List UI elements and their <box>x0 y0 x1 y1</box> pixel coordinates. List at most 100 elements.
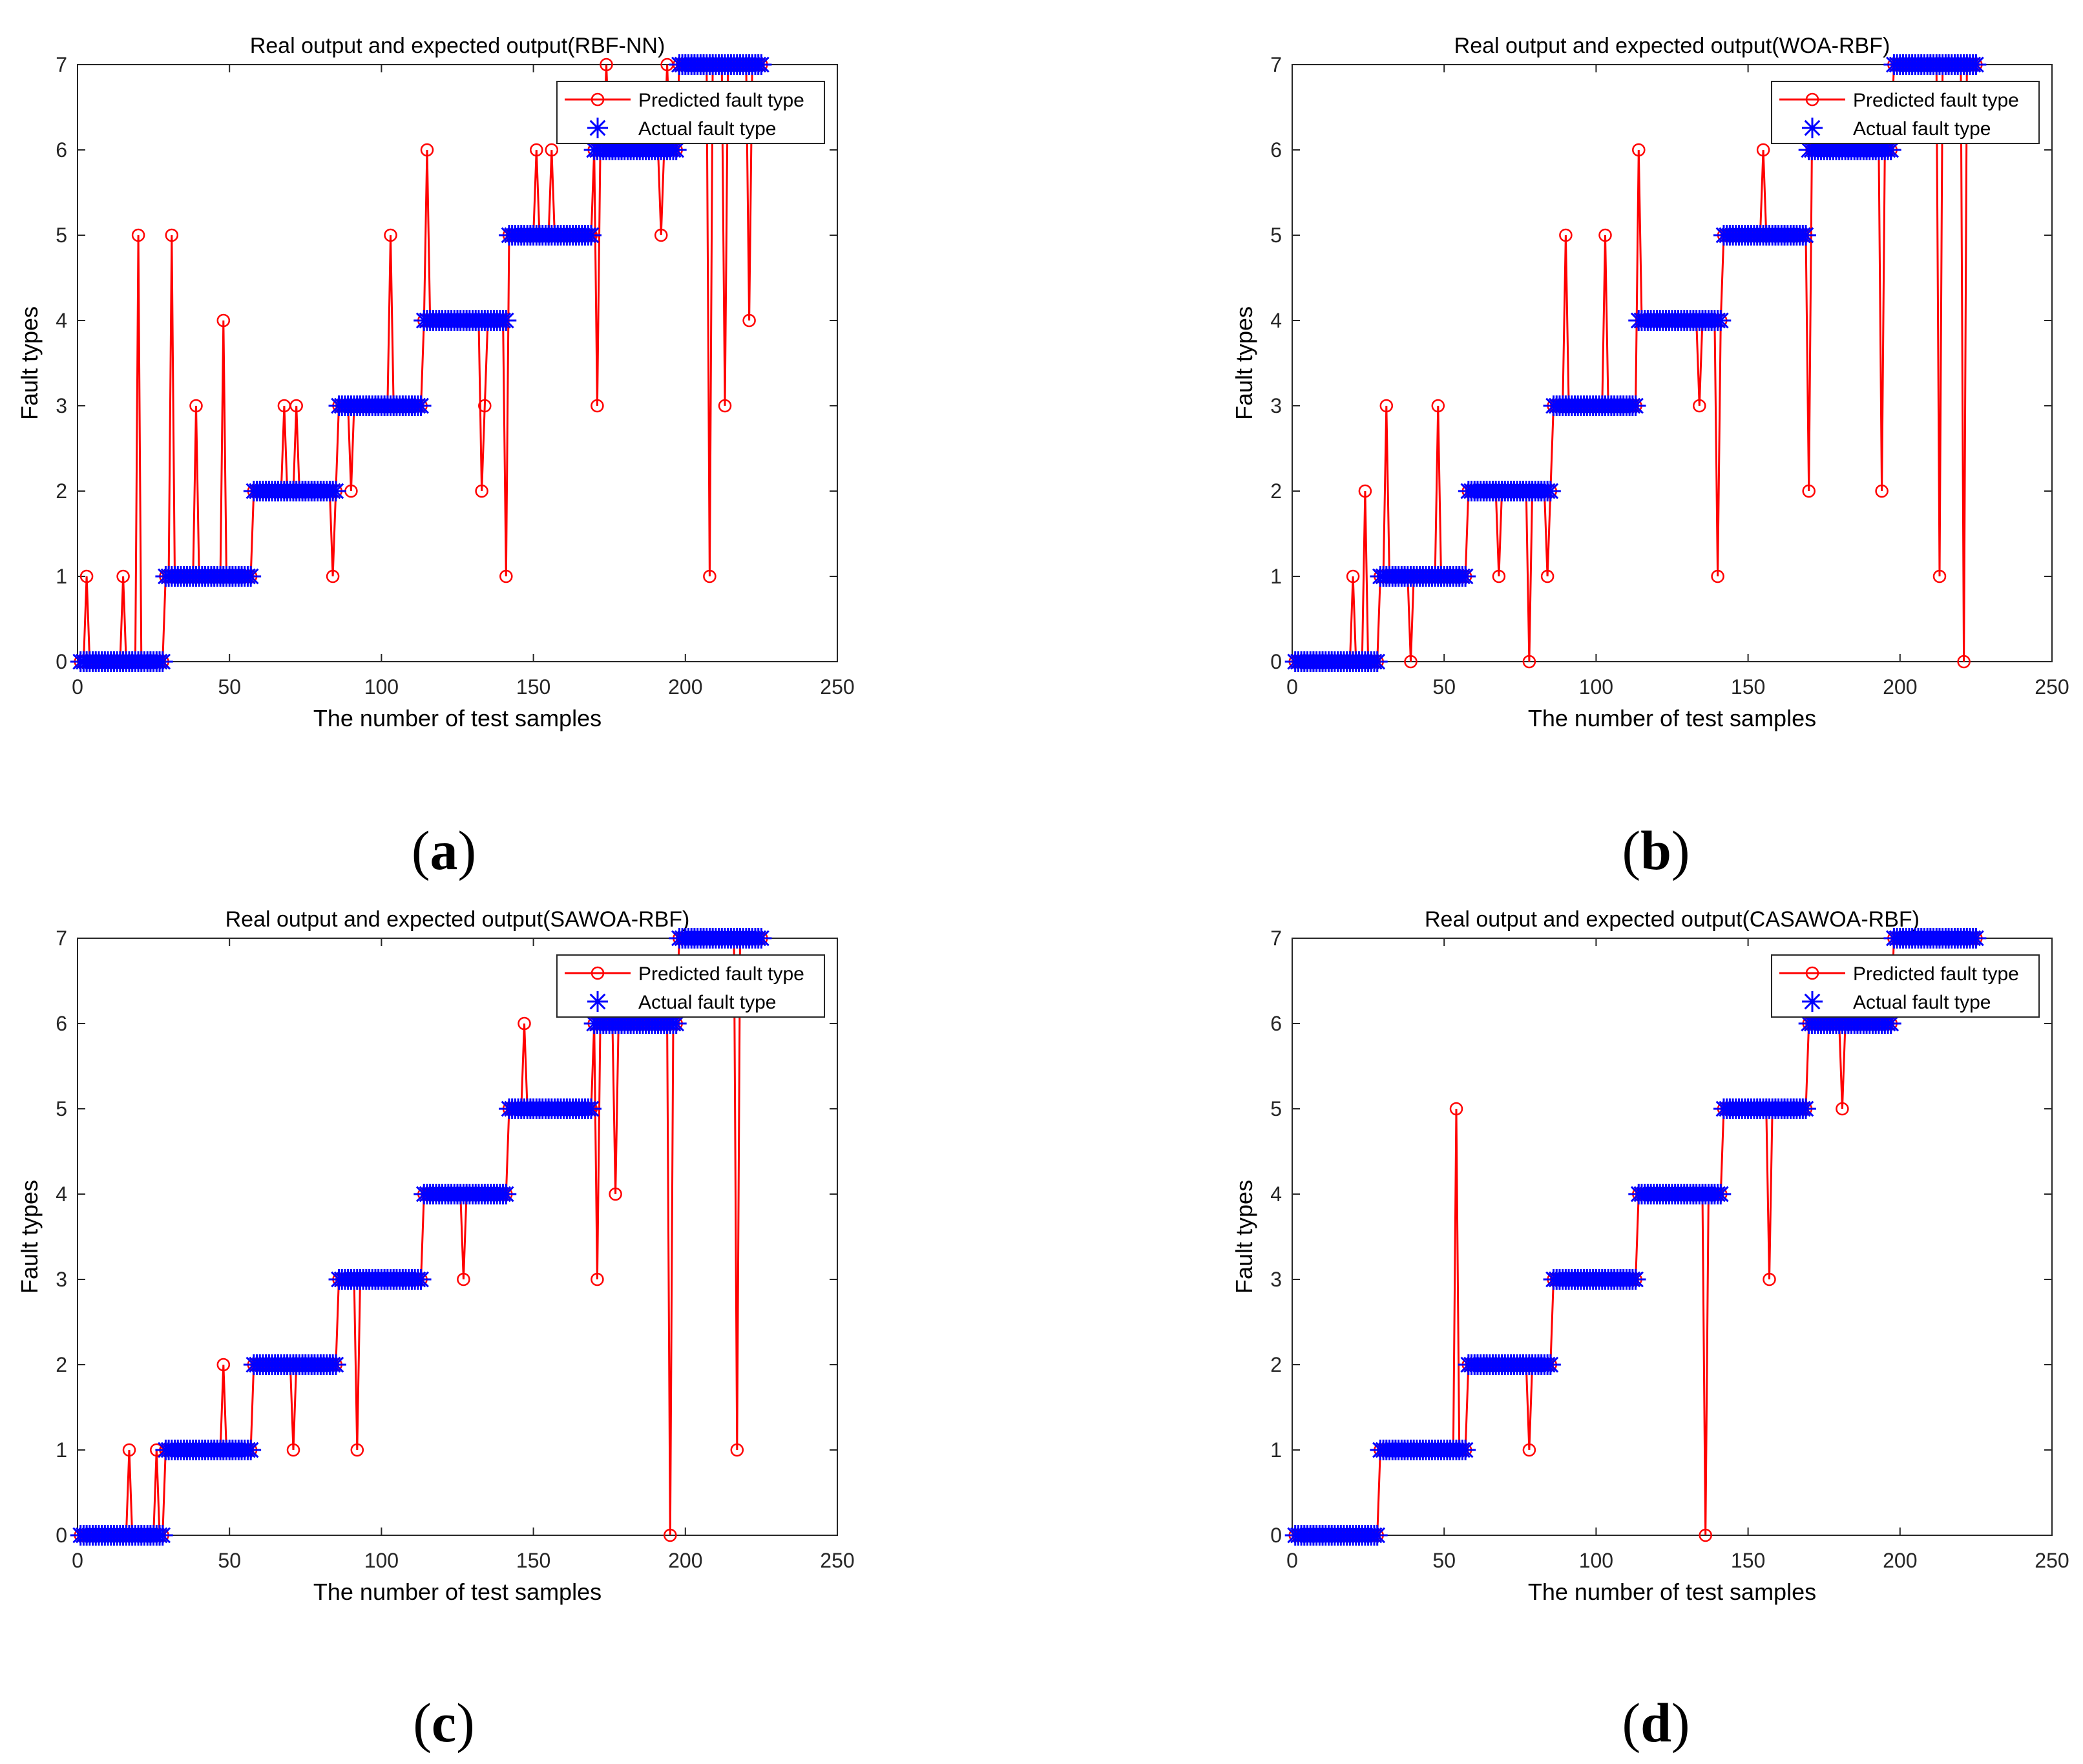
predicted-point <box>1559 228 1573 242</box>
actual-point <box>152 1525 173 1546</box>
predicted-point <box>718 399 732 413</box>
predicted-point <box>742 313 756 328</box>
predicted-point <box>1522 655 1536 669</box>
actual-point <box>1710 310 1732 331</box>
actual-point <box>1625 395 1646 416</box>
actual-point <box>240 566 262 587</box>
y-tick-label: 7 <box>1270 53 1282 76</box>
x-tick-label: 200 <box>1883 675 1917 698</box>
panel-caption-b-letter: b <box>1640 819 1671 881</box>
predicted-point <box>518 1016 531 1031</box>
predicted-point <box>1540 569 1554 583</box>
x-tick-label: 200 <box>668 675 702 698</box>
predicted-point <box>1492 569 1506 583</box>
predicted-point <box>350 1443 364 1457</box>
actual-point <box>665 1013 687 1034</box>
predicted-point <box>600 58 613 72</box>
predicted-point <box>545 143 559 157</box>
predicted-point <box>384 228 397 242</box>
y-axis-label: Fault types <box>1231 1180 1257 1294</box>
x-tick-label: 50 <box>1432 675 1456 698</box>
legend-predicted-marker <box>1805 92 1819 107</box>
plot-area <box>1292 64 2053 662</box>
y-tick-label: 6 <box>56 1012 67 1035</box>
actual-point <box>1710 1184 1732 1204</box>
x-tick-label: 150 <box>1731 675 1765 698</box>
x-tick-label: 250 <box>2035 675 2069 698</box>
y-tick-label: 6 <box>56 138 67 162</box>
plot-area <box>1292 938 2053 1536</box>
chart-title: Real output and expected output(SAWOA-RB… <box>225 907 690 932</box>
panel-caption-a: (a) <box>412 819 476 881</box>
predicted-point <box>79 569 94 583</box>
x-tick-label: 250 <box>820 675 854 698</box>
legend-actual-label: Actual fault type <box>1853 118 1991 140</box>
plot-area <box>77 938 838 1536</box>
actual-point <box>1880 140 1901 160</box>
predicted-point <box>216 313 231 328</box>
y-tick-label: 5 <box>1270 224 1282 247</box>
y-tick-label: 5 <box>1270 1097 1282 1120</box>
actual-point <box>580 1098 602 1119</box>
predicted-point <box>1522 1443 1536 1457</box>
y-tick-label: 1 <box>56 565 67 588</box>
panel-caption-d: (d) <box>1622 1692 1690 1754</box>
predicted-point <box>1346 569 1360 583</box>
chart-title: Real output and expected output(CASAWOA-… <box>1425 907 1920 932</box>
x-tick-label: 0 <box>72 675 83 698</box>
predicted-point <box>1693 399 1706 413</box>
predicted-point <box>654 228 668 242</box>
actual-point <box>1965 928 1987 949</box>
actual-point <box>580 225 602 246</box>
panel-caption-b: (b) <box>1622 819 1690 881</box>
legend-actual-label: Actual fault type <box>638 118 776 140</box>
actual-point <box>1455 1440 1476 1460</box>
y-tick-label: 4 <box>1270 309 1282 332</box>
x-tick-label: 150 <box>516 675 550 698</box>
predicted-point <box>1711 569 1724 583</box>
legend-actual-marker <box>1802 118 1823 138</box>
y-tick-label: 0 <box>1270 1524 1282 1547</box>
actual-point <box>240 1440 262 1460</box>
predicted-point <box>189 399 203 413</box>
predicted-point <box>1802 484 1816 498</box>
predicted-point <box>1699 1528 1712 1542</box>
y-tick-label: 6 <box>1270 138 1282 162</box>
y-tick-label: 3 <box>56 394 67 417</box>
chart-title: Real output and expected output(WOA-RBF) <box>1454 34 1890 58</box>
y-tick-label: 1 <box>1270 1438 1282 1462</box>
actual-point <box>325 1354 346 1375</box>
predicted-point <box>165 228 179 242</box>
predicted-point <box>420 143 434 157</box>
actual-point <box>410 395 432 416</box>
predicted-point <box>609 1187 622 1201</box>
legend-actual-label: Actual fault type <box>638 992 776 1013</box>
actual-point <box>496 310 517 331</box>
x-axis-label: The number of test samples <box>1528 705 1816 731</box>
x-tick-label: 0 <box>1286 1549 1298 1572</box>
legend-predicted-label: Predicted fault type <box>638 90 804 111</box>
predicted-point <box>475 484 488 498</box>
legend-predicted-marker <box>591 966 605 980</box>
panel-caption-c: (c) <box>413 1692 474 1754</box>
predicted-point <box>1379 399 1394 413</box>
panel-caption-c-letter: c <box>432 1692 456 1754</box>
actual-point <box>1965 54 1987 75</box>
predicted-point <box>1875 484 1889 498</box>
x-tick-label: 100 <box>364 675 399 698</box>
actual-point <box>1540 1354 1561 1375</box>
predicted-point <box>478 399 492 413</box>
y-tick-label: 7 <box>1270 927 1282 950</box>
y-tick-label: 2 <box>1270 479 1282 503</box>
y-tick-label: 5 <box>56 1097 67 1120</box>
panel-caption-a-letter: a <box>430 819 458 881</box>
predicted-point <box>1836 1102 1849 1116</box>
actual-point <box>496 1184 517 1204</box>
predicted-point <box>1404 655 1418 669</box>
actual-point <box>325 481 346 501</box>
x-axis-label: The number of test samples <box>313 1579 602 1605</box>
y-tick-label: 4 <box>56 1182 67 1206</box>
y-axis-label: Fault types <box>16 1180 43 1294</box>
predicted-point <box>1932 569 1947 583</box>
